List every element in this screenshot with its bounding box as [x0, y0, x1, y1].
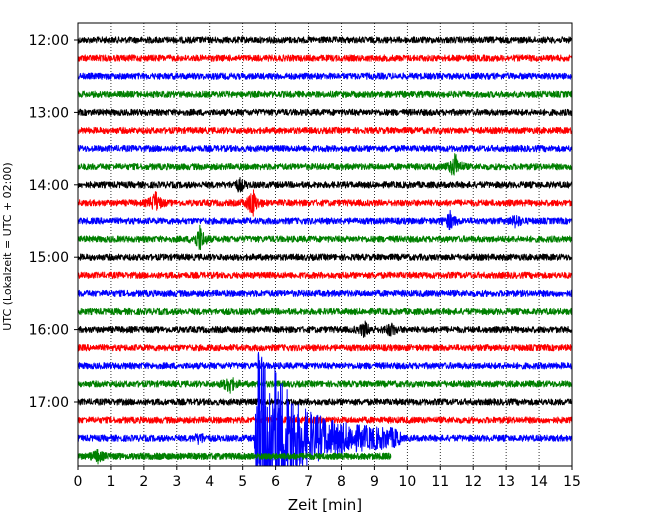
x-tick-label: 8	[337, 474, 346, 490]
seismic-trace-1615	[78, 344, 572, 352]
x-axis-title: Zeit [min]	[288, 496, 362, 514]
seismic-trace-1315	[78, 126, 572, 135]
seismic-trace-1515	[78, 271, 572, 279]
y-tick-label: 16:00	[29, 323, 69, 339]
x-tick-label: 7	[304, 474, 313, 490]
seismic-trace-1730	[78, 351, 572, 466]
seismic-trace-1330	[78, 144, 572, 153]
seismic-traces	[78, 36, 572, 466]
x-tick-label: 2	[139, 474, 148, 490]
y-axis-ticks: 12:00 13:00 14:00 15:00 16:00 17:00	[29, 33, 78, 411]
seismic-trace-1500	[78, 253, 572, 261]
seismic-trace-1630	[78, 362, 572, 370]
y-tick-label: 12:00	[29, 33, 69, 49]
x-tick-label: 6	[271, 474, 280, 490]
y-tick-label: 17:00	[29, 395, 69, 411]
seismic-trace-1215	[78, 54, 572, 62]
x-tick-label: 0	[74, 474, 83, 490]
seismic-trace-1345	[78, 153, 572, 176]
seismic-trace-1600	[78, 320, 572, 338]
x-tick-label: 1	[106, 474, 115, 490]
seismic-trace-1230	[78, 72, 572, 80]
seismic-trace-1400	[78, 176, 572, 193]
seismic-trace-1645	[78, 377, 572, 394]
x-tick-label: 10	[398, 474, 416, 490]
x-tick-label: 4	[205, 474, 214, 490]
seismic-trace-1745	[78, 449, 392, 465]
plot-frame	[77, 22, 573, 467]
seismic-trace-1530	[78, 289, 572, 298]
x-tick-label: 15	[563, 474, 581, 490]
x-tick-label: 5	[238, 474, 247, 490]
y-tick-label: 13:00	[29, 105, 69, 121]
seismic-trace-1445	[78, 224, 572, 251]
x-axis-ticks: 0 1 2 3 4 5 6 7 8 9 10 11 12 13 14 15	[74, 466, 581, 490]
x-tick-label: 9	[370, 474, 379, 490]
x-tick-label: 14	[530, 474, 548, 490]
seismic-trace-1200	[78, 36, 572, 44]
x-tick-label: 11	[431, 474, 449, 490]
seismic-trace-1300	[78, 108, 572, 117]
seismic-trace-1430	[78, 209, 572, 231]
seismic-trace-1700	[78, 398, 572, 406]
x-tick-label: 12	[464, 474, 482, 490]
seismic-trace-1245	[78, 90, 572, 98]
grid-lines	[110, 23, 540, 466]
y-tick-label: 15:00	[29, 250, 69, 266]
x-tick-label: 13	[497, 474, 515, 490]
seismic-trace-1545	[78, 307, 572, 316]
y-tick-label: 14:00	[29, 178, 69, 194]
y-axis-title: UTC (Lokalzeit = UTC + 02:00)	[1, 162, 14, 330]
x-tick-label: 3	[172, 474, 181, 490]
seismic-trace-1415	[78, 189, 572, 217]
